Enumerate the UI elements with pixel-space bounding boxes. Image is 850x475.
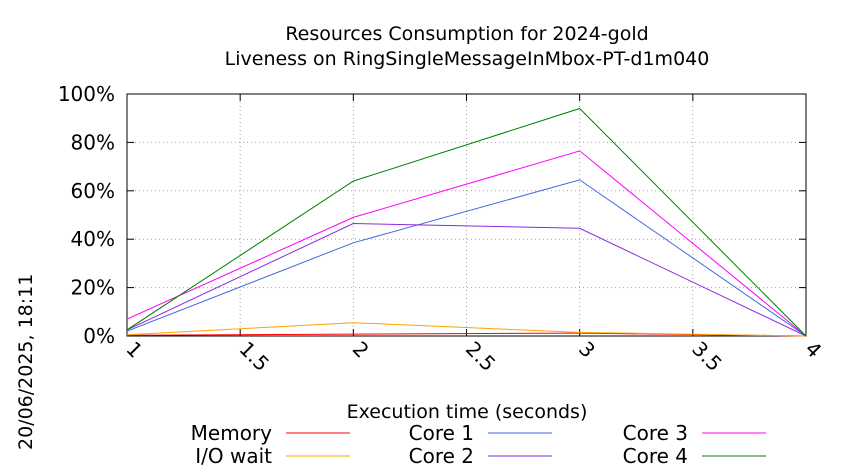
series-line-i-o-wait [126,322,807,337]
legend-label: Core 3 [623,421,688,445]
series-line-core-3 [126,150,807,337]
series-line-core-4 [126,107,807,337]
legend-label: I/O wait [195,444,272,468]
series-line-core-1 [126,179,807,337]
series-lines [126,107,807,337]
x-tick-label: 4 [800,337,826,363]
legend-label: Core 4 [623,444,688,468]
x-tick-label: 2 [348,337,374,363]
y-tick-label: 60% [71,179,115,203]
y-tick-label: 80% [71,130,115,154]
x-tick-label: 2.5 [461,337,500,376]
x-axis-label: Execution time (seconds) [347,401,588,423]
x-tick-label: 3.5 [687,337,726,376]
timestamp-label: 20/06/2025, 18:11 [15,274,37,450]
y-tick-label: 100% [58,82,115,106]
y-tick-label: 40% [71,227,115,251]
legend-label: Core 1 [409,421,474,445]
chart-title-line-1: Resources Consumption for 2024-gold [285,23,648,45]
y-tick-label: 20% [71,276,115,300]
legend-label: Core 2 [409,444,474,468]
grid-lines [127,94,806,336]
x-tick-label: 1 [121,337,147,363]
series-line-core-2 [126,222,807,337]
x-tick-label: 3 [574,337,600,363]
chart-title-line-2: Liveness on RingSingleMessageInMbox-PT-d… [225,48,710,70]
y-axis-ticks: 0% 20% 40% 60% 80% 100% [58,82,806,348]
legend-label: Memory [191,421,273,445]
y-tick-label: 0% [83,324,115,348]
x-tick-label: 1.5 [235,337,274,376]
